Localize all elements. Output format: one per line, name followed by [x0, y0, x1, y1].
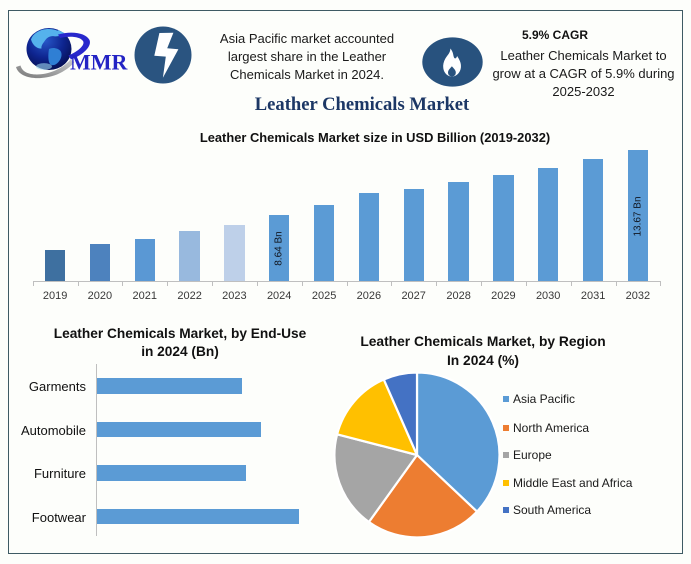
svg-text:MMR: MMR: [70, 50, 129, 75]
